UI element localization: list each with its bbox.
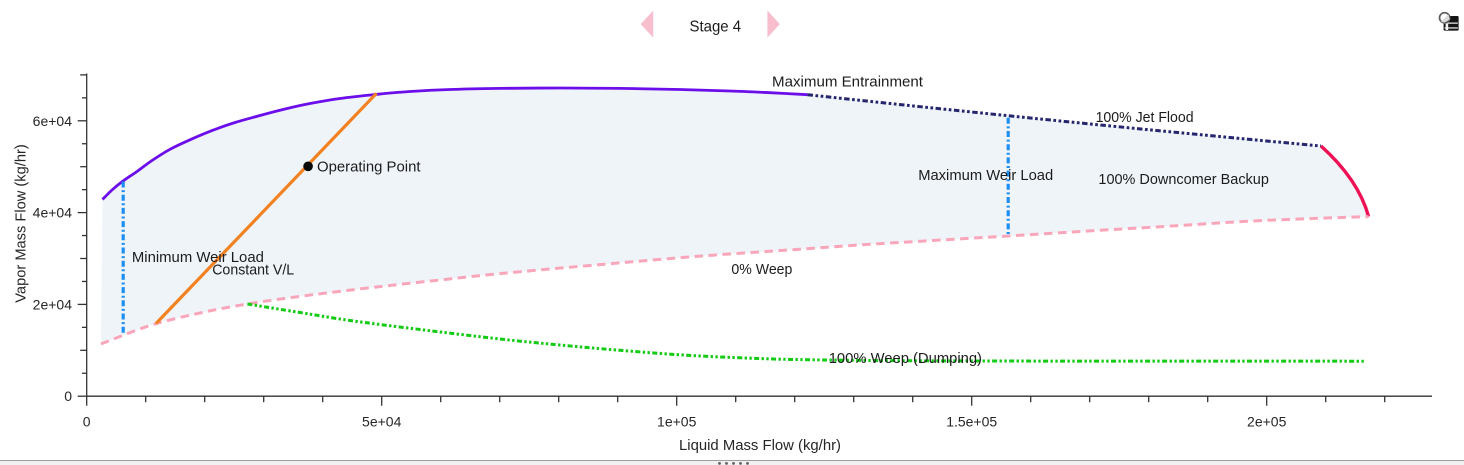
svg-text:0: 0 bbox=[64, 388, 72, 404]
svg-text:Maximum Weir Load: Maximum Weir Load bbox=[918, 167, 1053, 184]
svg-text:Liquid Mass Flow (kg/hr): Liquid Mass Flow (kg/hr) bbox=[679, 437, 841, 454]
svg-text:100% Jet Flood: 100% Jet Flood bbox=[1096, 109, 1194, 126]
svg-text:Minimum Weir Load: Minimum Weir Load bbox=[132, 249, 264, 266]
svg-text:Operating Point: Operating Point bbox=[317, 159, 421, 176]
svg-text:100% Downcomer Backup: 100% Downcomer Backup bbox=[1098, 171, 1269, 188]
svg-text:1.5e+05: 1.5e+05 bbox=[946, 413, 997, 429]
svg-text:1e+05: 1e+05 bbox=[657, 413, 697, 429]
svg-text:100% Weep (Dumping): 100% Weep (Dumping) bbox=[829, 350, 982, 367]
svg-text:Vapor Mass Flow (kg/hr): Vapor Mass Flow (kg/hr) bbox=[12, 144, 29, 303]
svg-text:Maximum Entrainment: Maximum Entrainment bbox=[772, 74, 924, 91]
svg-text:0: 0 bbox=[83, 413, 91, 429]
svg-text:Constant V/L: Constant V/L bbox=[212, 262, 294, 279]
svg-text:6e+04: 6e+04 bbox=[33, 113, 73, 129]
svg-text:2e+05: 2e+05 bbox=[1247, 413, 1287, 429]
svg-text:Stage 4: Stage 4 bbox=[690, 18, 742, 35]
svg-text:5e+04: 5e+04 bbox=[362, 413, 402, 429]
svg-text:2e+04: 2e+04 bbox=[33, 296, 73, 312]
svg-text:4e+04: 4e+04 bbox=[33, 205, 73, 221]
svg-text:0% Weep: 0% Weep bbox=[731, 261, 792, 278]
